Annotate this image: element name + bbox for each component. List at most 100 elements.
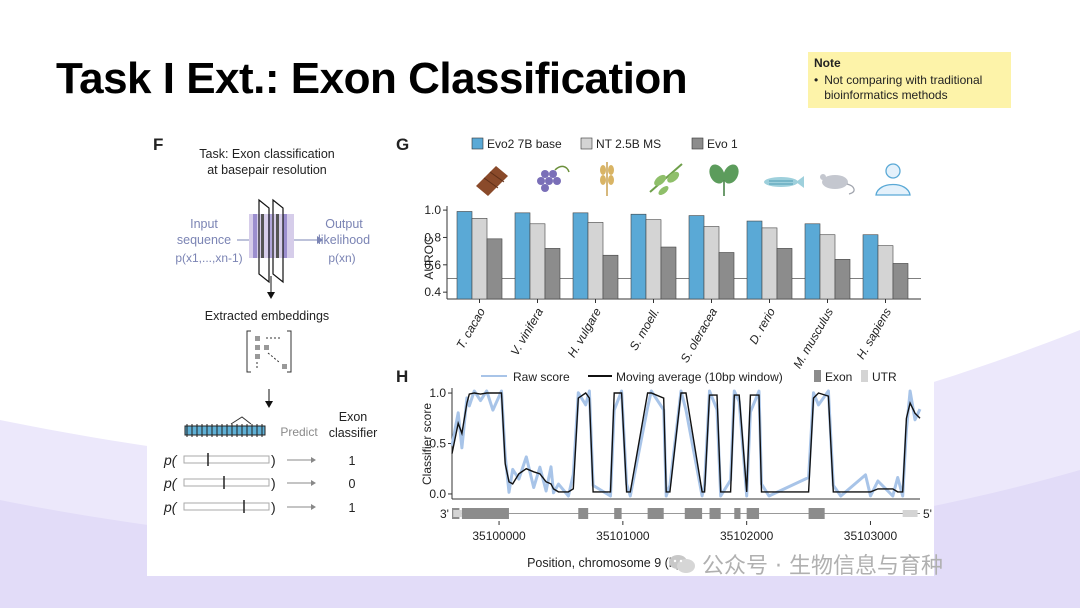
g-x-tick-label: D. rerio [746,305,778,346]
bar-evo2 [630,213,647,300]
down-arrow-icon [265,389,273,408]
h-xlabel: Position, chromosome 9 (bp) [527,556,687,570]
moss-icon [649,163,683,196]
h-y-tick-label: 0.5 [429,437,446,451]
g-x-tick-label: S. oleracea [678,305,721,365]
zebrafish-icon [764,176,804,188]
g-y-tick-label: 1.0 [424,203,441,217]
auroc-bar-chart: 0.4 0.6 0.8 1.0 T. cacao V. vinifera H. vulgar… [424,203,921,371]
bar-evo1 [486,238,503,300]
moving-average-line [451,392,921,493]
note-box: Note • Not comparing with traditional bi… [808,52,1011,108]
h-y-tick-label: 0.0 [429,487,446,501]
exon-block [684,508,703,519]
predict-label: Predict [280,425,318,439]
row-value: 1 [349,501,356,515]
bar-nt [645,219,662,300]
legend-utr-label: UTR [872,370,897,384]
note-bullet-text: Not comparing with traditional bioinform… [824,73,983,102]
g-y-tick-label: 0.6 [424,258,441,272]
legend-evo2-swatch [471,137,484,150]
row-value: 1 [349,454,356,468]
note-heading: Note [814,56,841,70]
chocolate-icon [476,166,508,196]
model-stack-icon [237,198,323,299]
figure-panel: F Task: Exon classification at basepair … [147,126,934,576]
bar-evo2 [862,234,879,300]
bar-nt [819,234,836,300]
g-x-tick-label: M. musculus [790,306,836,371]
utr-block [453,510,462,517]
embedding-matrix-icon [246,330,292,373]
row-p-label: p( [163,475,178,491]
output-line2: likelihood [318,233,370,247]
panel-g-label: G [396,135,409,154]
bar-evo2 [688,215,705,300]
h-y-tick-label: 1.0 [429,386,446,400]
bar-evo2 [514,212,531,300]
g-x-tick-label: T. cacao [454,305,489,351]
exon-block [647,508,664,519]
h-x-tick-label: 35103000 [844,529,898,543]
strand-5-label: 5' [923,507,932,521]
bar-evo2 [746,220,763,300]
bar-evo1 [602,254,619,300]
row-close-paren: ) [271,475,276,491]
bullet-dot: • [814,73,819,87]
row-close-paren: ) [271,452,276,468]
legend-nt-swatch [580,137,593,150]
legend-evo1-swatch [691,137,704,150]
watermark-text: 公众号 · 生物信息与育种 [702,554,943,579]
gene-sequence-icon [184,416,266,437]
panel-h-label: H [396,367,408,386]
bar-evo1 [776,248,793,300]
prediction-row-1: p( ) 1 [163,452,356,468]
row-value: 0 [349,477,356,491]
strand-3-label: 3' [440,507,449,521]
h-x-tick-label: 35102000 [720,529,774,543]
utr-block [902,510,918,517]
classifier-line1: Exon [339,410,368,424]
note-bullet: • Not comparing with traditional bioinfo… [814,73,1005,103]
exon-block [808,508,825,519]
mouse-icon [820,174,855,195]
raw-score-line [450,389,922,498]
bar-evo1 [544,248,561,300]
h-legend: Raw score Moving average (10bp window) E… [481,370,897,384]
exon-block [578,508,589,519]
legend-exon-label: Exon [825,370,852,384]
input-line1: Input [190,217,218,231]
exon-block [746,508,760,519]
wechat-icon [669,555,695,573]
slide-title: Task I Ext.: Exon Classification [56,54,688,103]
row-p-label: p( [163,499,178,515]
classifier-line2: classifier [329,426,378,440]
task-line2: at basepair resolution [207,163,327,177]
input-formula: p(x1,...,xn-1) [175,251,242,265]
g-y-tick-label: 0.4 [424,285,441,299]
prediction-row-3: p( ) 1 [163,499,356,515]
bar-nt [703,226,720,300]
bar-evo2 [456,211,473,300]
output-formula: p(xn) [328,251,355,265]
g-x-tick-label: H. vulgare [565,305,605,360]
legend-raw-label: Raw score [513,370,570,384]
grape-icon [537,165,570,192]
legend-evo2-label: Evo2 7B base [487,137,562,151]
g-x-tick-label: S. moell. [627,306,662,353]
h-ylabel: Classifier score [420,403,434,485]
human-icon [875,163,911,196]
exon-block [614,508,622,519]
bar-nt [587,222,604,300]
bar-nt [529,223,546,300]
bar-nt [471,218,488,300]
legend-utr-swatch [861,370,868,382]
bar-evo2 [804,223,821,300]
h-x-tick-label: 35101000 [596,529,650,543]
bar-evo1 [834,259,851,300]
g-legend: Evo2 7B base NT 2.5B MS Evo 1 [471,137,738,151]
prediction-row-2: p( ) 0 [163,475,356,491]
legend-nt-label: NT 2.5B MS [596,137,661,151]
output-line1: Output [325,217,363,231]
task-line1: Task: Exon classification [199,147,335,161]
